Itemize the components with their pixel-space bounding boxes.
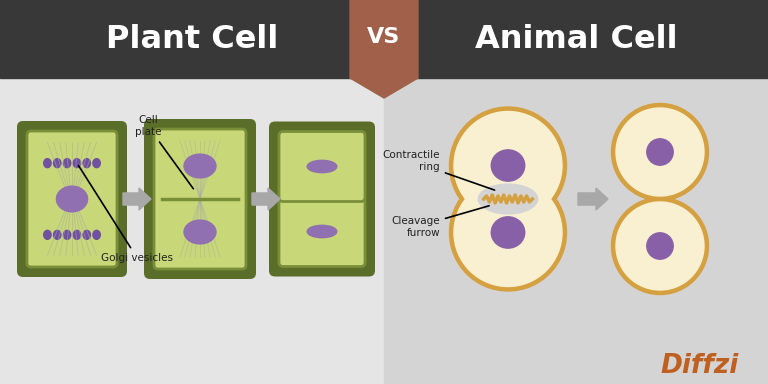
Bar <box>0 78 384 384</box>
Ellipse shape <box>611 104 709 200</box>
FancyBboxPatch shape <box>27 131 117 267</box>
Ellipse shape <box>93 230 101 239</box>
Ellipse shape <box>449 107 567 224</box>
Ellipse shape <box>73 230 81 239</box>
Ellipse shape <box>93 159 101 168</box>
Ellipse shape <box>307 225 337 238</box>
FancyBboxPatch shape <box>269 187 375 276</box>
Ellipse shape <box>184 154 216 178</box>
Ellipse shape <box>64 159 71 168</box>
Ellipse shape <box>64 230 71 239</box>
Ellipse shape <box>184 220 216 244</box>
Ellipse shape <box>73 159 81 168</box>
Ellipse shape <box>492 217 525 248</box>
Text: Cell
plate: Cell plate <box>134 116 194 189</box>
Ellipse shape <box>83 159 91 168</box>
Ellipse shape <box>54 230 61 239</box>
FancyBboxPatch shape <box>279 197 365 266</box>
Bar <box>0 0 768 78</box>
Text: Golgi vesicles: Golgi vesicles <box>78 166 173 263</box>
Ellipse shape <box>616 108 704 196</box>
Polygon shape <box>252 188 280 210</box>
FancyBboxPatch shape <box>17 121 127 277</box>
Ellipse shape <box>449 174 567 291</box>
Ellipse shape <box>647 233 674 259</box>
Text: Diffzi: Diffzi <box>661 353 739 379</box>
Ellipse shape <box>454 179 562 286</box>
Text: Animal Cell: Animal Cell <box>475 23 677 55</box>
FancyBboxPatch shape <box>144 119 256 279</box>
Text: Cleavage
furrow: Cleavage furrow <box>392 206 489 238</box>
Ellipse shape <box>54 159 61 168</box>
Text: Plant Cell: Plant Cell <box>106 23 278 55</box>
Ellipse shape <box>478 184 538 214</box>
Text: VS: VS <box>367 27 401 47</box>
Ellipse shape <box>44 230 51 239</box>
Ellipse shape <box>616 202 704 290</box>
Polygon shape <box>578 188 608 210</box>
Ellipse shape <box>307 160 337 173</box>
FancyBboxPatch shape <box>279 131 365 202</box>
FancyBboxPatch shape <box>154 129 246 269</box>
Ellipse shape <box>44 159 51 168</box>
Polygon shape <box>350 0 418 98</box>
Text: Contractile
ring: Contractile ring <box>382 150 495 190</box>
Ellipse shape <box>454 111 562 220</box>
Polygon shape <box>123 188 151 210</box>
Ellipse shape <box>83 230 91 239</box>
Ellipse shape <box>647 139 674 165</box>
Ellipse shape <box>56 186 88 212</box>
FancyBboxPatch shape <box>269 121 375 212</box>
Ellipse shape <box>611 197 709 295</box>
Ellipse shape <box>492 150 525 181</box>
Bar <box>384 78 768 384</box>
